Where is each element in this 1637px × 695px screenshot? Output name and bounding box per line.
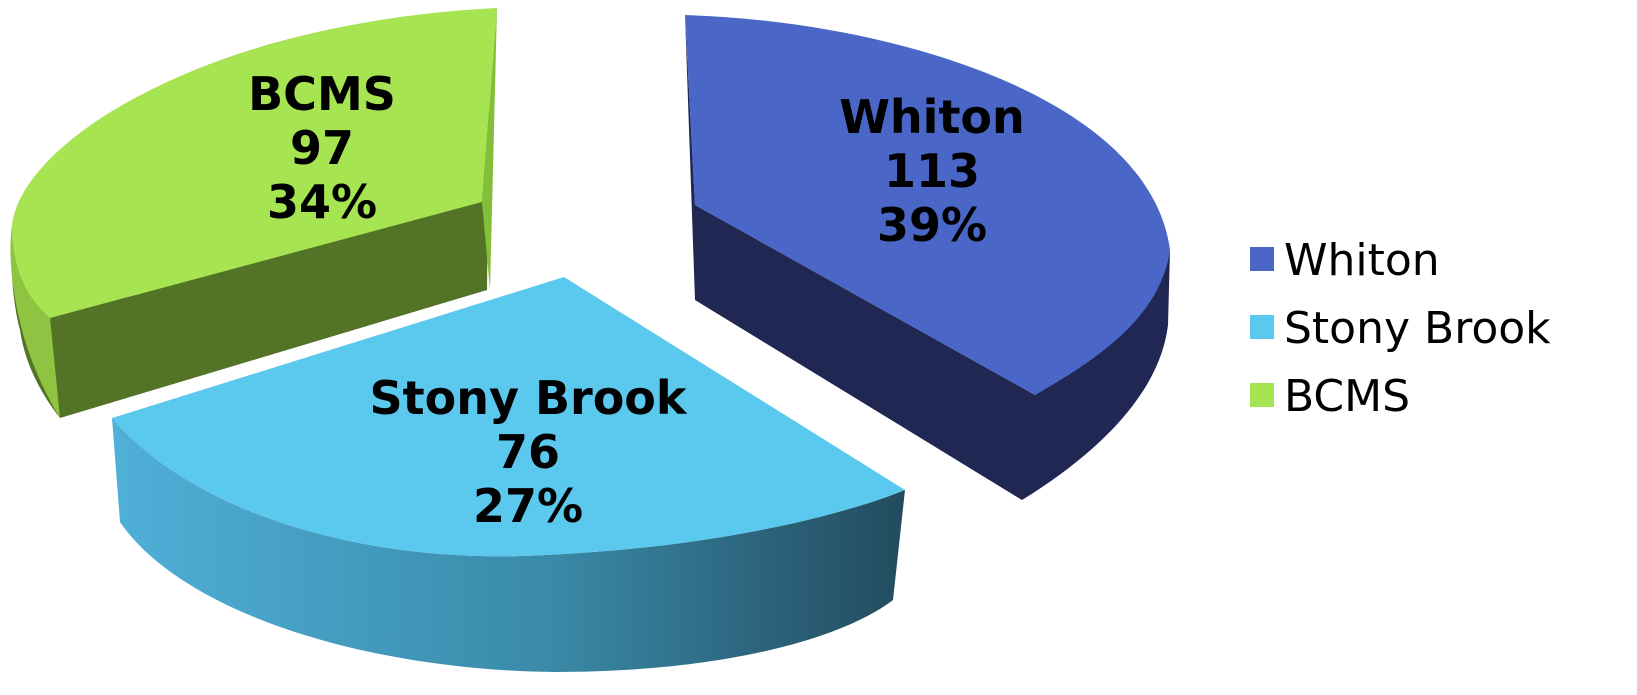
legend-item-stony-brook: Stony Brook bbox=[1250, 303, 1551, 354]
slice-stony-brook-side bbox=[112, 418, 905, 672]
legend-item-whiton: Whiton bbox=[1250, 235, 1440, 286]
stony-brook-label-percent: 27% bbox=[473, 479, 583, 533]
bcms-label-value: 97 bbox=[290, 121, 354, 175]
slice-label-stony-brook: Stony Brook 76 27% bbox=[350, 371, 688, 533]
whiton-label-percent: 39% bbox=[877, 198, 987, 252]
whiton-label-name: Whiton bbox=[839, 90, 1025, 144]
legend-label-stony-brook: Stony Brook bbox=[1284, 303, 1551, 354]
bcms-label-marker-icon bbox=[222, 80, 238, 96]
slice-whiton bbox=[685, 15, 1170, 500]
slice-whiton-side bbox=[685, 15, 1170, 500]
legend-label-whiton: Whiton bbox=[1284, 235, 1440, 286]
slice-bcms-top bbox=[12, 8, 497, 318]
stony-brook-label-value: 76 bbox=[496, 425, 560, 479]
slice-whiton-top bbox=[685, 15, 1170, 395]
bcms-label-name: BCMS bbox=[248, 67, 396, 121]
slice-label-bcms: BCMS 97 34% bbox=[222, 67, 396, 229]
bcms-label-percent: 34% bbox=[267, 175, 377, 229]
legend-item-bcms: BCMS bbox=[1250, 371, 1410, 422]
whiton-label-value: 113 bbox=[884, 144, 980, 198]
slice-stony-brook-top bbox=[112, 277, 905, 557]
legend-swatch-bcms-icon bbox=[1250, 383, 1274, 407]
slice-label-whiton: Whiton 113 39% bbox=[814, 90, 1025, 252]
stony-brook-label-name: Stony Brook bbox=[369, 371, 687, 425]
whiton-label-marker-icon bbox=[814, 102, 830, 118]
legend-swatch-stony-brook-icon bbox=[1250, 315, 1274, 339]
legend-label-bcms: BCMS bbox=[1284, 371, 1410, 422]
slice-stony-brook bbox=[112, 277, 905, 672]
slice-bcms bbox=[10, 8, 497, 418]
slice-bcms-edge bbox=[482, 8, 497, 290]
legend-swatch-whiton-icon bbox=[1250, 247, 1274, 271]
legend: Whiton Stony Brook BCMS bbox=[1250, 235, 1551, 422]
stony-brook-label-marker-icon bbox=[350, 385, 366, 401]
